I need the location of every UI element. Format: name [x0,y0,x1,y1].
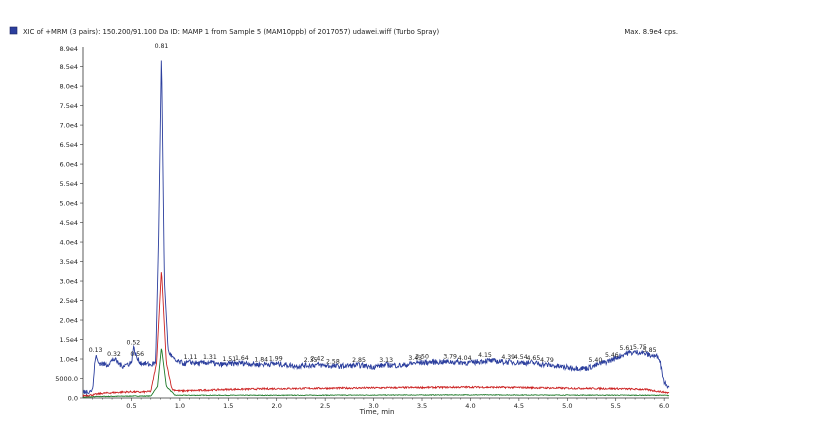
peak-label: 4.65 [527,355,541,362]
axes: 0.0 5000.0 1.0e4 1.5e4 2.0e4 2.5e4 3.0e4 3.5e4 4… [55,47,669,410]
y-tick-label: 5.0e4 [60,199,78,207]
series-layer [82,60,670,398]
peak-label: 0.56 [130,351,144,358]
y-tick-label: 3.5e4 [60,258,78,266]
chart-title: XIC of +MRM (3 pairs): 150.200/91.100 Da… [23,28,440,36]
peak-label: 5.46 [605,352,619,359]
peak-label: 4.39 [501,354,515,361]
peak-label: 1.51 [222,356,236,363]
x-tick-label: 4.0 [465,402,475,410]
y-tick-label: 4.0e4 [60,238,78,246]
peak-label: 5.85 [643,347,657,354]
y-tick-label: 5.5e4 [60,180,78,188]
y-tick-label: 6.0e4 [60,160,78,168]
y-tick-label: 0.0 [68,394,78,402]
peak-label: 5.40 [588,357,602,364]
peak-label: 5.75 [633,344,647,351]
peak-label-layer: 0.13 0.32 0.52 0.56 0.81 1.11 1.31 1.511.64 1.84… [89,43,657,365]
legend-color-swatch [9,26,18,35]
peak-label: 2.85 [352,357,366,364]
peak-label: 0.52 [126,339,140,346]
peak-label: 3.43 [408,355,422,362]
peak-label: 0.81 [155,43,169,50]
peak-label: 4.54 [514,354,528,361]
peak-label: 4.15 [478,352,492,359]
peak-label: 3.50 [415,353,429,360]
y-tick-label: 2.0e4 [60,316,78,324]
x-tick-label: 3.0 [368,402,378,410]
peak-label: 1.31 [203,354,217,361]
y-tick-label: 6.5e4 [60,141,78,149]
peak-label: 4.04 [458,355,472,362]
x-tick-label: 6.0 [659,402,669,410]
peak-label: 5.61 [619,345,633,352]
y-tick-label: 7.0e4 [60,121,78,129]
max-intensity-label: Max. 8.9e4 cps. [624,28,678,36]
peak-label: 4.79 [540,357,554,364]
x-tick-label: 4.5 [514,402,524,410]
x-tick-label: 1.0 [175,402,185,410]
x-tick-label: 3.5 [417,402,427,410]
x-tick-label: 1.5 [223,402,233,410]
y-tick-label: 1.0e4 [60,355,78,363]
x-axis-label: Time, min [359,408,395,416]
peak-label: 3.79 [443,353,457,360]
y-tick-label: 7.5e4 [60,102,78,110]
peak-label: 1.11 [184,354,198,361]
series-line-red [82,272,670,398]
y-tick-label: 1.5e4 [60,336,78,344]
y-tick-label: 4.5e4 [60,219,78,227]
y-tick-label: 8.5e4 [60,63,78,71]
peak-label: 2.35 [304,357,318,364]
peak-label: 2.58 [326,358,340,365]
y-tick-label: 5000.0 [55,375,78,383]
x-tick-label: 0.5 [126,402,136,410]
peak-label: 2.42 [311,356,325,363]
y-axis-top-label: 8.9e4 [60,45,78,53]
peak-label: 1.99 [269,356,283,363]
peak-label: 3.13 [379,357,393,364]
peak-label: 0.32 [107,351,121,358]
y-tick-label: 3.0e4 [60,277,78,285]
y-tick-label: 8.0e4 [60,82,78,90]
x-tick-label: 2.0 [272,402,282,410]
peak-label: 1.64 [235,355,249,362]
series-line-blue [82,60,670,396]
y-tick-label: 2.5e4 [60,297,78,305]
series-line-green [82,348,670,398]
x-tick-label: 2.5 [320,402,330,410]
peak-label: 0.13 [89,347,103,354]
x-tick-label: 5.5 [611,402,621,410]
peak-label: 1.84 [254,356,268,363]
x-tick-label: 5.0 [562,402,572,410]
